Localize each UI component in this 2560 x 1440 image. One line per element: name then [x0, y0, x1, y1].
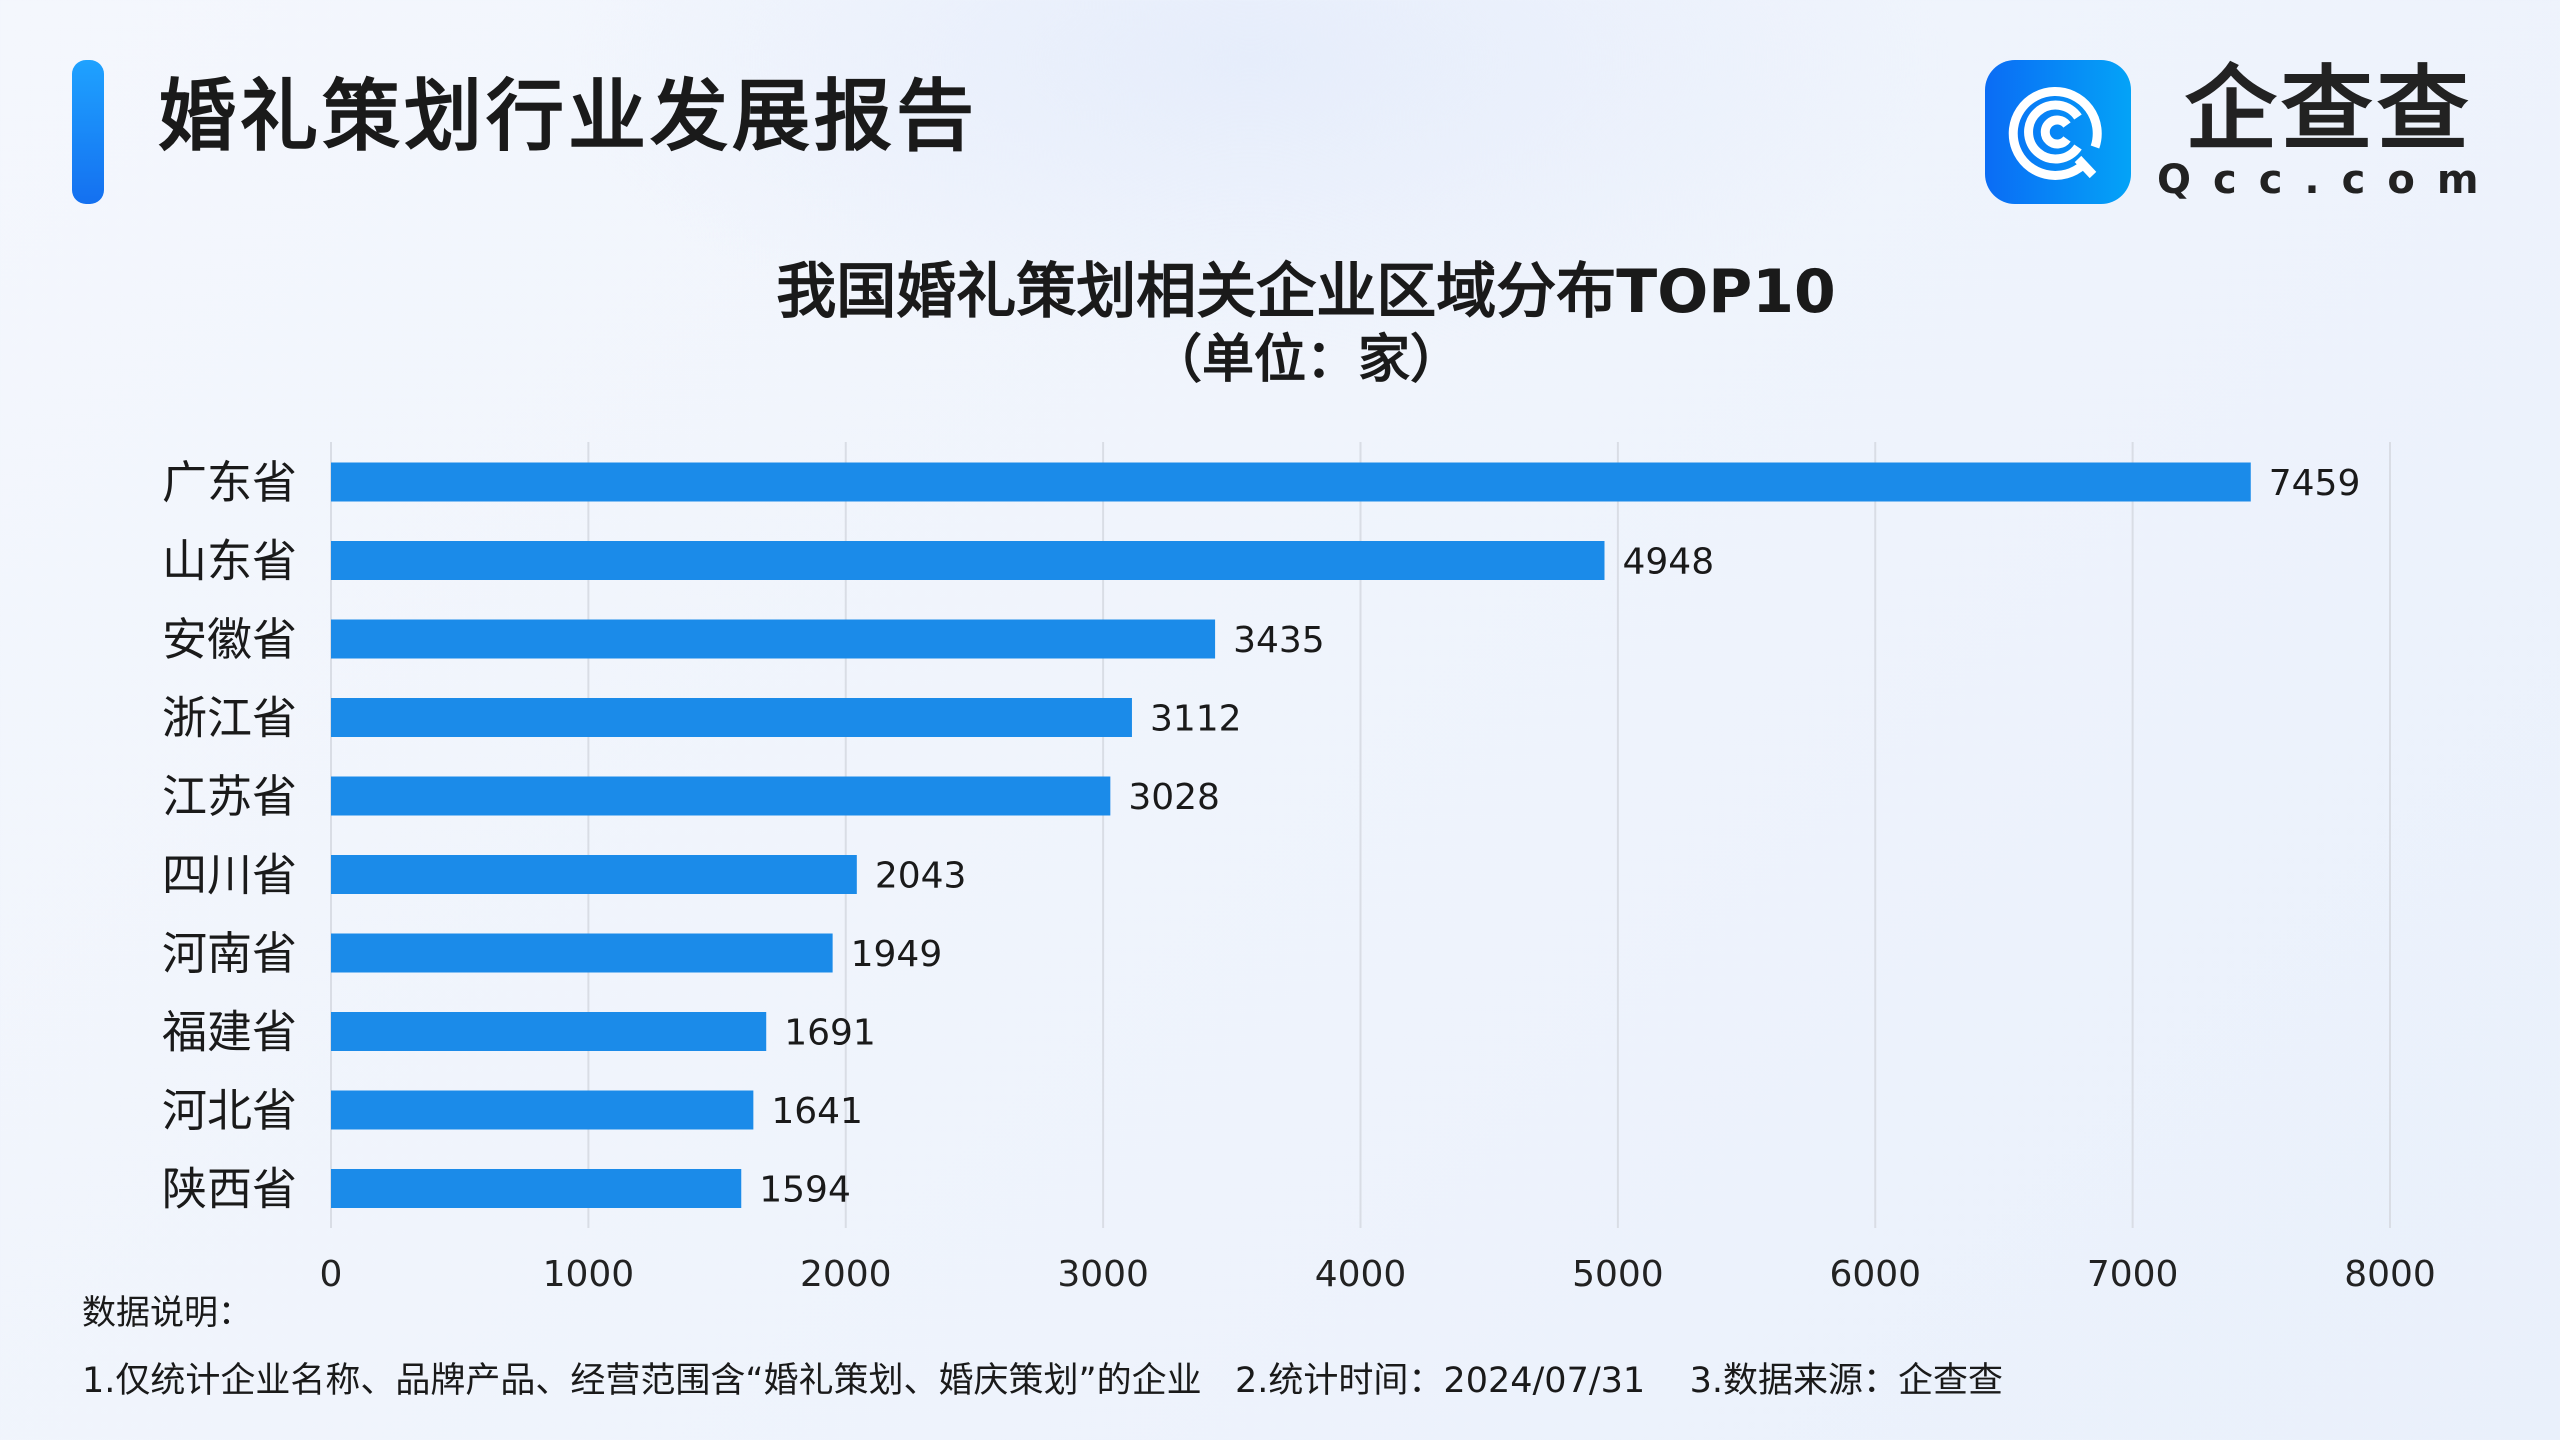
category-label: 陕西省	[162, 1163, 297, 1216]
bar	[331, 776, 1111, 816]
data-label: 1691	[784, 1013, 876, 1054]
category-label: 山东省	[162, 535, 297, 588]
bar	[331, 619, 1216, 659]
data-label: 7459	[2269, 463, 2361, 504]
bar	[331, 933, 833, 973]
data-label: 4948	[1622, 542, 1714, 583]
data-label: 1641	[771, 1091, 863, 1132]
data-label: 3435	[1233, 620, 1325, 661]
title-accent-bar	[72, 60, 104, 204]
page-title: 婚礼策划行业发展报告	[158, 72, 979, 162]
x-tick-label: 5000	[1572, 1254, 1664, 1295]
x-tick-label: 1000	[543, 1254, 635, 1295]
x-tick-label: 7000	[2087, 1254, 2179, 1295]
bar	[331, 541, 1605, 580]
category-label: 广东省	[162, 456, 297, 509]
notes-heading: 数据说明：	[82, 1293, 252, 1333]
notes-text: 1.仅统计企业名称、品牌产品、经营范围含“婚礼策划、婚庆策划”的企业 2.统计时…	[82, 1361, 2004, 1401]
bar	[331, 698, 1132, 737]
category-label: 河北省	[162, 1084, 297, 1137]
data-label: 1949	[851, 934, 943, 975]
logo-cn-text: 企查查	[2184, 56, 2473, 163]
data-label: 3112	[1150, 699, 1242, 740]
x-tick-label: 4000	[1315, 1254, 1407, 1295]
bar	[331, 855, 857, 894]
category-label: 河南省	[162, 927, 297, 980]
category-label: 安徽省	[162, 613, 297, 666]
category-label: 福建省	[162, 1006, 297, 1059]
chart-title: 我国婚礼策划相关企业区域分布TOP10	[776, 257, 1836, 327]
bar	[331, 1012, 767, 1051]
chart-subtitle: （单位：家）	[1149, 330, 1462, 390]
qcc-logo-icon	[1985, 60, 2131, 204]
bar	[331, 1090, 754, 1130]
bar	[331, 462, 2251, 502]
data-label: 1594	[759, 1170, 851, 1211]
qcc-logo: 企查查 Qcc.com	[1985, 60, 2501, 204]
x-tick-label: 8000	[2344, 1254, 2436, 1295]
category-label: 浙江省	[162, 692, 297, 745]
x-tick-label: 3000	[1057, 1254, 1149, 1295]
category-label: 江苏省	[162, 770, 297, 823]
logo-en-text: Qcc.com	[2157, 157, 2501, 203]
x-tick-label: 2000	[800, 1254, 892, 1295]
x-tick-label: 6000	[1829, 1254, 1921, 1295]
data-label: 3028	[1128, 777, 1220, 818]
category-label: 四川省	[162, 849, 297, 902]
bar	[331, 1169, 742, 1208]
data-label: 2043	[875, 856, 967, 897]
x-tick-label: 0	[320, 1254, 343, 1295]
